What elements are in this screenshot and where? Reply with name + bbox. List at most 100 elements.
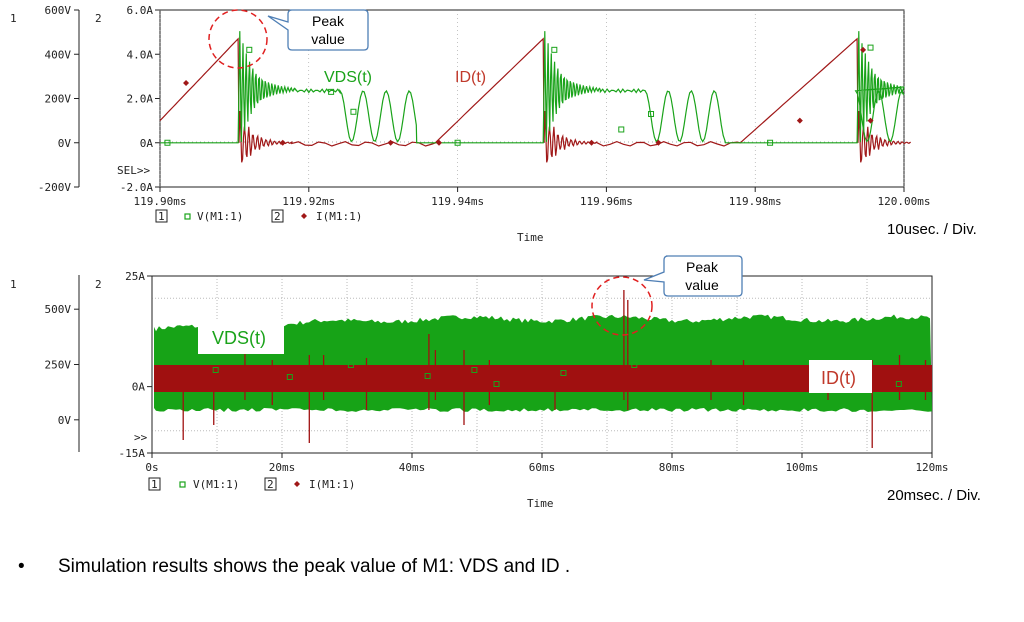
bottom-y2-ticks: 25A 0A -15A	[119, 270, 152, 460]
bottom-vds-marker	[895, 381, 902, 387]
top-legend-id-2: 2	[274, 210, 281, 223]
bottom-x-tick-label: 60ms	[529, 461, 556, 474]
bottom-legend-vds-swatch	[179, 481, 186, 488]
top-vds-trace	[160, 31, 905, 144]
bottom-x-tick-label: 20ms	[269, 461, 296, 474]
bottom-y2-tick-label: 25A	[125, 270, 145, 283]
top-x-tick-label: 119.98ms	[729, 195, 782, 208]
bottom-peak-circle	[591, 276, 653, 336]
top-id-label: ID(t)	[455, 69, 486, 86]
bottom-legend-box-2	[264, 477, 277, 491]
bottom-x-tick-label: 0s	[145, 461, 158, 474]
bottom-vds-marker	[560, 370, 567, 376]
bottom-y1-ticks: 500V 250V 0V	[45, 303, 79, 427]
bottom-vds-label: VDS(t)	[212, 328, 266, 348]
top-id-marker	[796, 117, 803, 124]
top-callout-line-2: value	[311, 31, 345, 47]
bottom-y2-tick-label: -15A	[119, 447, 146, 460]
top-callout-bubble	[267, 9, 369, 51]
top-y1-tick-label: 0V	[58, 137, 72, 150]
top-vds-marker	[328, 88, 335, 95]
top-id-marker	[860, 46, 867, 53]
top-callout: Peak value	[267, 9, 369, 51]
bottom-vds-marker	[424, 373, 431, 379]
top-division-label: 10usec. / Div.	[887, 221, 977, 238]
top-x-ticks: 119.90ms 119.92ms 119.94ms 119.96ms 119.98ms…	[134, 10, 931, 208]
top-vds-marker	[867, 44, 874, 51]
top-legend: 1 V(M1:1) 2 I(M1:1)	[155, 209, 362, 223]
top-axis-id-2: 2	[95, 12, 102, 25]
bottom-axis-id-2: 2	[95, 278, 102, 291]
top-vds-label: VDS(t)	[324, 69, 372, 86]
bottom-callout-line-1: Peak	[686, 259, 719, 275]
bottom-id-label-box	[809, 360, 872, 393]
top-callout-line-1: Peak	[312, 13, 345, 29]
top-x-tick-label: 119.92ms	[282, 195, 335, 208]
bottom-vds-marker	[631, 362, 638, 368]
top-x-tick-label: 120.00ms	[878, 195, 931, 208]
top-legend-vds-text: V(M1:1)	[197, 210, 243, 223]
top-legend-box-1	[155, 209, 168, 223]
bottom-legend-id-swatch	[294, 481, 300, 487]
top-vds-marker	[350, 108, 357, 115]
top-vds-marker	[767, 139, 774, 146]
top-id-marker	[867, 117, 874, 124]
bottom-y1-tick-label: 0V	[58, 414, 72, 427]
bottom-axis-id-1: 1	[10, 278, 17, 291]
top-id-marker	[588, 139, 595, 146]
top-x-tick-label: 119.90ms	[134, 195, 187, 208]
top-legend-id-swatch	[301, 213, 307, 219]
top-legend-id-text: I(M1:1)	[316, 210, 362, 223]
bottom-legend: 1 V(M1:1) 2 I(M1:1)	[148, 477, 355, 491]
top-y1-tick-label: 400V	[45, 48, 72, 61]
top-id-marker	[387, 139, 394, 146]
top-vds-marker	[551, 46, 558, 53]
top-legend-id-1: 1	[158, 210, 165, 223]
bottom-y1-tick-label: 500V	[45, 303, 72, 316]
top-y1-ticks: 600V 400V 200V 0V -200V	[38, 4, 79, 194]
bottom-legend-id-2: 2	[267, 478, 274, 491]
bottom-x-tick-label: 40ms	[399, 461, 426, 474]
top-vds-marker	[648, 110, 655, 117]
top-vds-marker	[164, 139, 171, 146]
top-plot-frame	[159, 9, 905, 188]
top-peak-circle	[208, 9, 268, 69]
top-y1-tick-label: -200V	[38, 181, 71, 194]
top-y2-tick-label: 2.0A	[127, 93, 154, 106]
bottom-spikes	[182, 290, 927, 448]
bottom-vds-marker	[347, 362, 354, 368]
bottom-x-tick-label: 120ms	[915, 461, 948, 474]
top-y2-tick-label: 0A	[140, 137, 154, 150]
bottom-legend-vds-text: V(M1:1)	[193, 478, 239, 491]
top-id-marker	[655, 139, 662, 146]
top-vds-marker	[246, 46, 253, 53]
top-y1-tick-label: 600V	[45, 4, 72, 17]
bottom-vds-marker	[212, 367, 219, 373]
bottom-x-tick-label: 100ms	[785, 461, 818, 474]
bottom-legend-id-text: I(M1:1)	[309, 478, 355, 491]
top-id-marker	[279, 139, 286, 146]
top-sel-marker: SEL>>	[117, 164, 150, 177]
bottom-vds-label-box	[198, 320, 284, 354]
top-id-marker	[436, 139, 442, 146]
top-markers	[164, 44, 874, 146]
bottom-id-label: ID(t)	[821, 368, 856, 388]
top-y2-tick-label: 4.0A	[127, 48, 154, 61]
footnote-text: Simulation results shows the peak value …	[58, 556, 571, 577]
top-xlabel: Time	[517, 231, 544, 244]
top-x-tick-label: 119.94ms	[431, 195, 484, 208]
bottom-callout-line-2: value	[685, 277, 719, 293]
bottom-id-band	[154, 365, 932, 392]
top-y2-tick-label: -2.0A	[120, 181, 153, 194]
bottom-x-ticks: 0s 20ms 40ms 60ms 80ms 100ms 120ms	[145, 453, 949, 474]
bottom-vds-marker	[471, 367, 478, 373]
top-x-tick-label: 119.96ms	[580, 195, 633, 208]
footnote: • Simulation results shows the peak value…	[18, 556, 570, 578]
top-vds-marker	[618, 126, 625, 133]
bottom-markers	[212, 362, 902, 387]
top-plot: 1 2 600V 400V 200V 0V -200V 6.0A 4.0A 2.0A 0A -2…	[10, 4, 977, 244]
top-y1-tick-label: 200V	[45, 93, 72, 106]
bottom-y2-tick-label: 0A	[132, 381, 146, 394]
bottom-vds-marker	[286, 374, 293, 380]
